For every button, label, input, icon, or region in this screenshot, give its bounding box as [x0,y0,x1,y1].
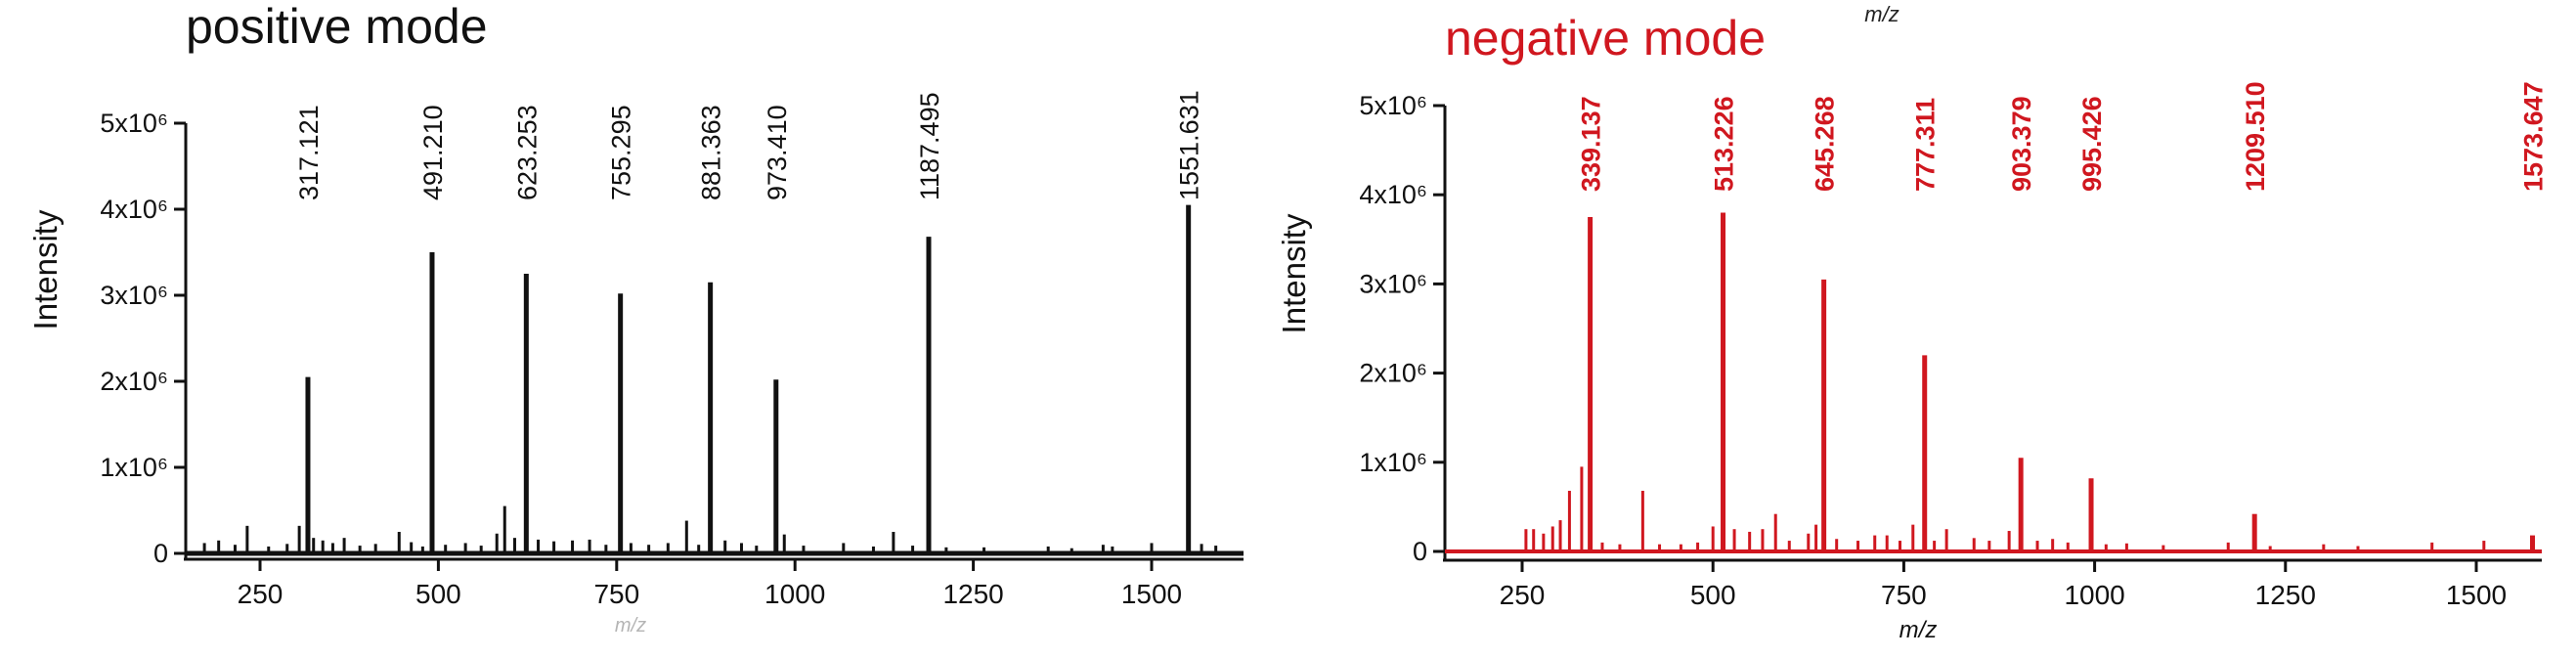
y-tick-label: 1x10⁶ [1359,448,1427,477]
chart-positive-mode: positive mode Intensity 0 1x10⁶ 2x10⁶ 3x10⁶… [27,0,1244,609]
x-tick-label: 1250 [942,579,1003,609]
x-axis-label: m/z [1899,617,1938,643]
y-axis-label: Intensity [1276,213,1312,333]
x-ticks: 250 500 750 1000 1250 1500 [238,559,1182,609]
x-tick-label: 250 [238,579,284,609]
peak-label: 755.295 [607,105,636,200]
left-bottom-mz-label: m/z [615,615,646,636]
peak-label: 777.311 [1911,98,1941,192]
y-tick-label: 1x10⁶ [100,453,168,482]
x-tick-label: 1250 [2255,580,2316,610]
y-tick-label: 4x10⁶ [1359,180,1427,209]
peak-label: 995.426 [2077,96,2107,192]
peak-labels: 339.137 513.226 645.268 777.311 903.379 995.4… [1577,81,2549,192]
x-tick-label: 500 [415,579,461,609]
x-tick-label: 1500 [2446,580,2507,610]
y-tick-label: 2x10⁶ [1359,359,1427,388]
peak-label: 903.379 [2007,96,2036,192]
peak-label: 973.410 [763,105,792,200]
y-tick-label: 5x10⁶ [1359,91,1427,120]
chart-title: positive mode [186,0,488,54]
chart-negative-mode: negative mode Intensity m/z 0 1x10⁶ 2x10⁶ 3… [1276,11,2549,643]
y-ticks: 0 1x10⁶ 2x10⁶ 3x10⁶ 4x10⁶ 5x10⁶ [1359,91,1445,566]
peak-label: 317.121 [294,105,324,200]
x-tick-label: 750 [1881,580,1927,610]
peak-label: 339.137 [1577,96,1606,192]
y-tick-label: 5x10⁶ [100,109,168,138]
y-tick-label: 2x10⁶ [100,367,168,396]
x-tick-label: 250 [1500,580,1546,610]
x-tick-label: 1000 [2064,580,2124,610]
peak-label: 1187.495 [915,92,944,200]
x-tick-label: 500 [1690,580,1736,610]
chart-title: negative mode [1445,11,1766,66]
peak-label: 623.253 [512,105,542,200]
y-tick-label: 0 [153,539,168,568]
peak-label: 881.363 [697,105,726,200]
peak-label: 1551.631 [1175,90,1204,200]
x-tick-label: 1000 [764,579,825,609]
y-axis-label: Intensity [27,209,64,329]
peak-label: 491.210 [418,105,448,200]
y-tick-label: 0 [1413,537,1427,566]
y-ticks: 0 1x10⁶ 2x10⁶ 3x10⁶ 4x10⁶ 5x10⁶ [100,109,186,568]
peak-labels: 317.121 491.210 623.253 755.295 881.363 973.4… [294,90,1204,200]
top-mz-label: m/z [1864,2,1899,26]
peak-label: 513.226 [1710,96,1739,192]
labeled-peaks [305,204,1192,553]
labeled-peaks [1588,212,2536,551]
x-tick-label: 1500 [1121,579,1182,609]
y-tick-label: 3x10⁶ [1359,269,1427,298]
y-tick-label: 3x10⁶ [100,281,168,310]
y-tick-label: 4x10⁶ [100,195,168,224]
peak-label: 645.268 [1811,96,1840,192]
peak-label: 1573.647 [2519,81,2549,192]
peak-label: 1209.510 [2241,81,2270,192]
x-tick-label: 750 [593,579,639,609]
x-ticks: 250 500 750 1000 1250 1500 [1500,560,2507,610]
